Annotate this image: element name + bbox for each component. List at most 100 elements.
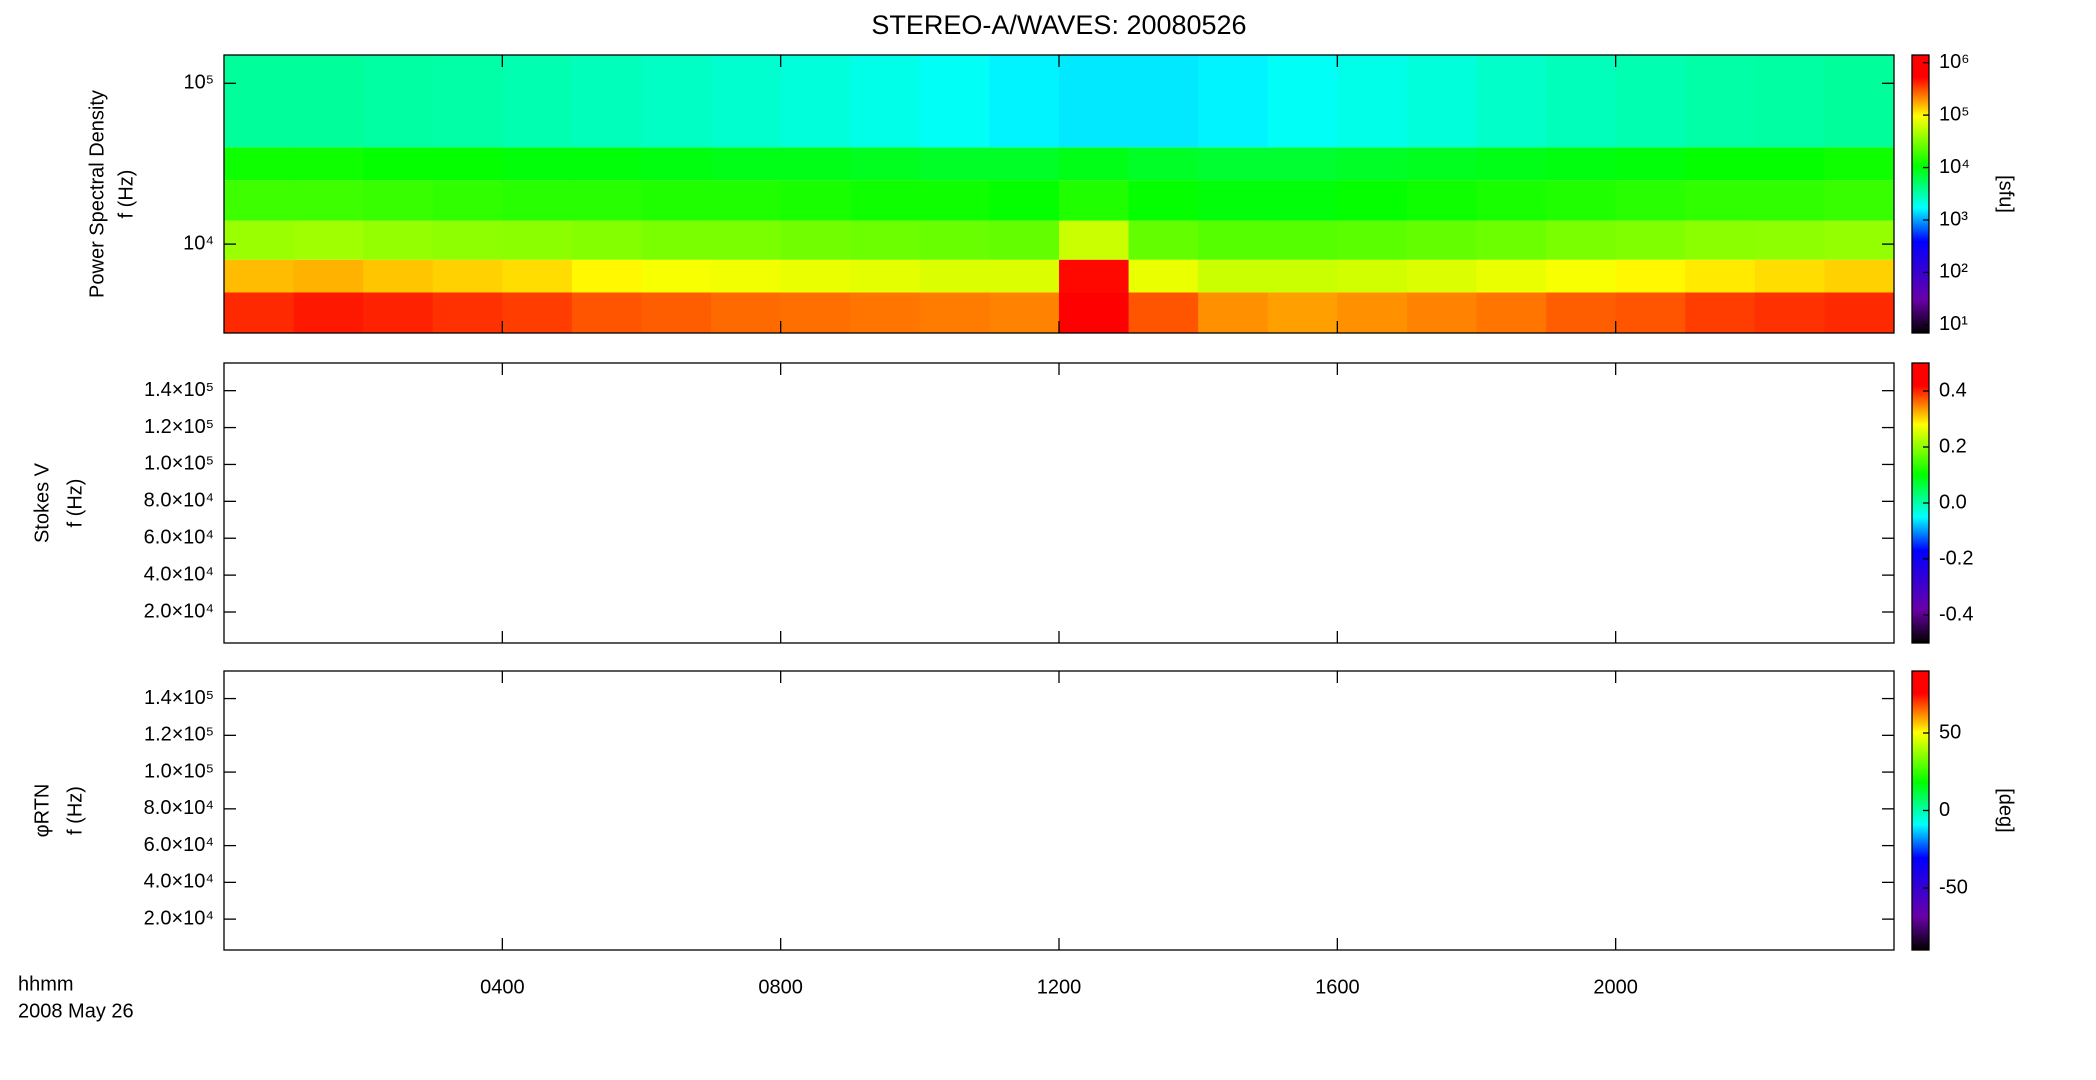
heatmap-cell [1546,220,1617,260]
heatmap-cell [1754,292,1825,333]
heatmap-cell [1198,180,1269,221]
heatmap-cell [850,259,921,293]
heatmap-cell [919,292,990,333]
heatmap-cell [780,180,851,221]
y-tick-label: 10⁵ [183,72,214,94]
colorbar-label: [deg] [1995,788,2017,832]
heatmap-cell [1406,259,1477,293]
heatmap-cell [1615,292,1686,333]
heatmap-cell [293,292,364,333]
heatmap-cell [224,147,295,181]
colorbar-tick-label: 50 [1939,721,1961,743]
heatmap-cell [502,180,573,221]
colorbar-tick-label: 0.4 [1939,379,1967,401]
colorbar-tick-label: 10⁵ [1939,103,1970,125]
heatmap-cell [641,180,712,221]
y-tick-label: 10⁴ [183,232,214,254]
heatmap-cell [780,147,851,181]
heatmap-cell [1128,147,1199,181]
heatmap-cell [1476,180,1547,221]
y-tick-label: 4.0×10⁴ [144,563,214,585]
y-tick-label: 4.0×10⁴ [144,871,214,893]
heatmap-cell [293,220,364,260]
heatmap-cell [224,292,295,333]
heatmap-cell [1685,220,1756,260]
colorbar-tick-label: -0.2 [1939,547,1973,569]
heatmap-cell [502,55,573,148]
y-tick-label: 1.2×10⁵ [144,724,214,746]
heatmap-cell [224,55,295,148]
colorbar-tick-label: 0 [1939,799,1950,821]
heatmap-cell [919,147,990,181]
heatmap-cell [1337,220,1408,260]
heatmap-cell [1267,147,1338,181]
heatmap-cell [1267,180,1338,221]
heatmap-cell [1059,220,1130,260]
heatmap-cell [1476,147,1547,181]
heatmap-cell [1685,147,1756,181]
colorbar-tick-label: -0.4 [1939,603,1973,625]
heatmap-cell [850,180,921,221]
heatmap-cell [432,220,503,260]
heatmap-cell [224,180,295,221]
heatmap-cell [850,55,921,148]
heatmap-cell [989,292,1060,333]
heatmap-cell [1198,55,1269,148]
heatmap-cell [363,259,434,293]
heatmap-cell [363,180,434,221]
heatmap-cell [1824,180,1895,221]
heatmap-cell [571,220,642,260]
heatmap-cell [1615,220,1686,260]
heatmap-cell [1754,180,1825,221]
plot-frame [223,362,1895,644]
heatmap-cell [850,147,921,181]
heatmap-cell [571,180,642,221]
heatmap-cell [780,220,851,260]
heatmap-cell [502,259,573,293]
heatmap-cell [432,147,503,181]
heatmap-cell [641,220,712,260]
heatmap-cell [1406,292,1477,333]
y-tick-label: 1.4×10⁵ [144,379,214,401]
heatmap-cell [641,55,712,148]
heatmap-cell [1128,180,1199,221]
heatmap-cell [1685,55,1756,148]
heatmap-cell [989,259,1060,293]
chart-title: STEREO-A/WAVES: 20080526 [871,10,1246,40]
y-tick-label: 1.4×10⁵ [144,687,214,709]
heatmap-cell [571,55,642,148]
heatmap-cell [1128,220,1199,260]
heatmap-cell [1615,147,1686,181]
x-tick-label: 0800 [758,976,803,998]
x-tick-label: 2000 [1593,976,1638,998]
heatmap-cell [224,220,295,260]
heatmap-cell [1128,292,1199,333]
heatmap-cell [363,147,434,181]
heatmap-cell [1059,180,1130,221]
heatmap-cell [1406,55,1477,148]
heatmap-cell [711,147,782,181]
heatmap-cell [432,180,503,221]
heatmap-cell [1754,55,1825,148]
heatmap-cell [1615,55,1686,148]
heatmap-cell [1267,55,1338,148]
heatmap-cell [1824,292,1895,333]
heatmap-cell [1546,55,1617,148]
y-tick-label: 2.0×10⁴ [144,907,214,929]
heatmap-cell [1546,292,1617,333]
heatmap-cell [1685,259,1756,293]
heatmap-cell [1059,292,1130,333]
heatmap-cell [571,292,642,333]
heatmap-cell [1476,220,1547,260]
colorbar-label: [sfu] [1995,175,2017,213]
heatmap-cell [1546,180,1617,221]
heatmap-cell [293,180,364,221]
colorbar-tick-label: 10⁴ [1939,156,1970,178]
heatmap-cell [293,259,364,293]
heatmap-cell [780,292,851,333]
heatmap-cell [432,55,503,148]
heatmap-cell [1824,55,1895,148]
heatmap-cell [1337,259,1408,293]
heatmap-cell [850,292,921,333]
x-axis-label: hhmm [18,973,74,995]
